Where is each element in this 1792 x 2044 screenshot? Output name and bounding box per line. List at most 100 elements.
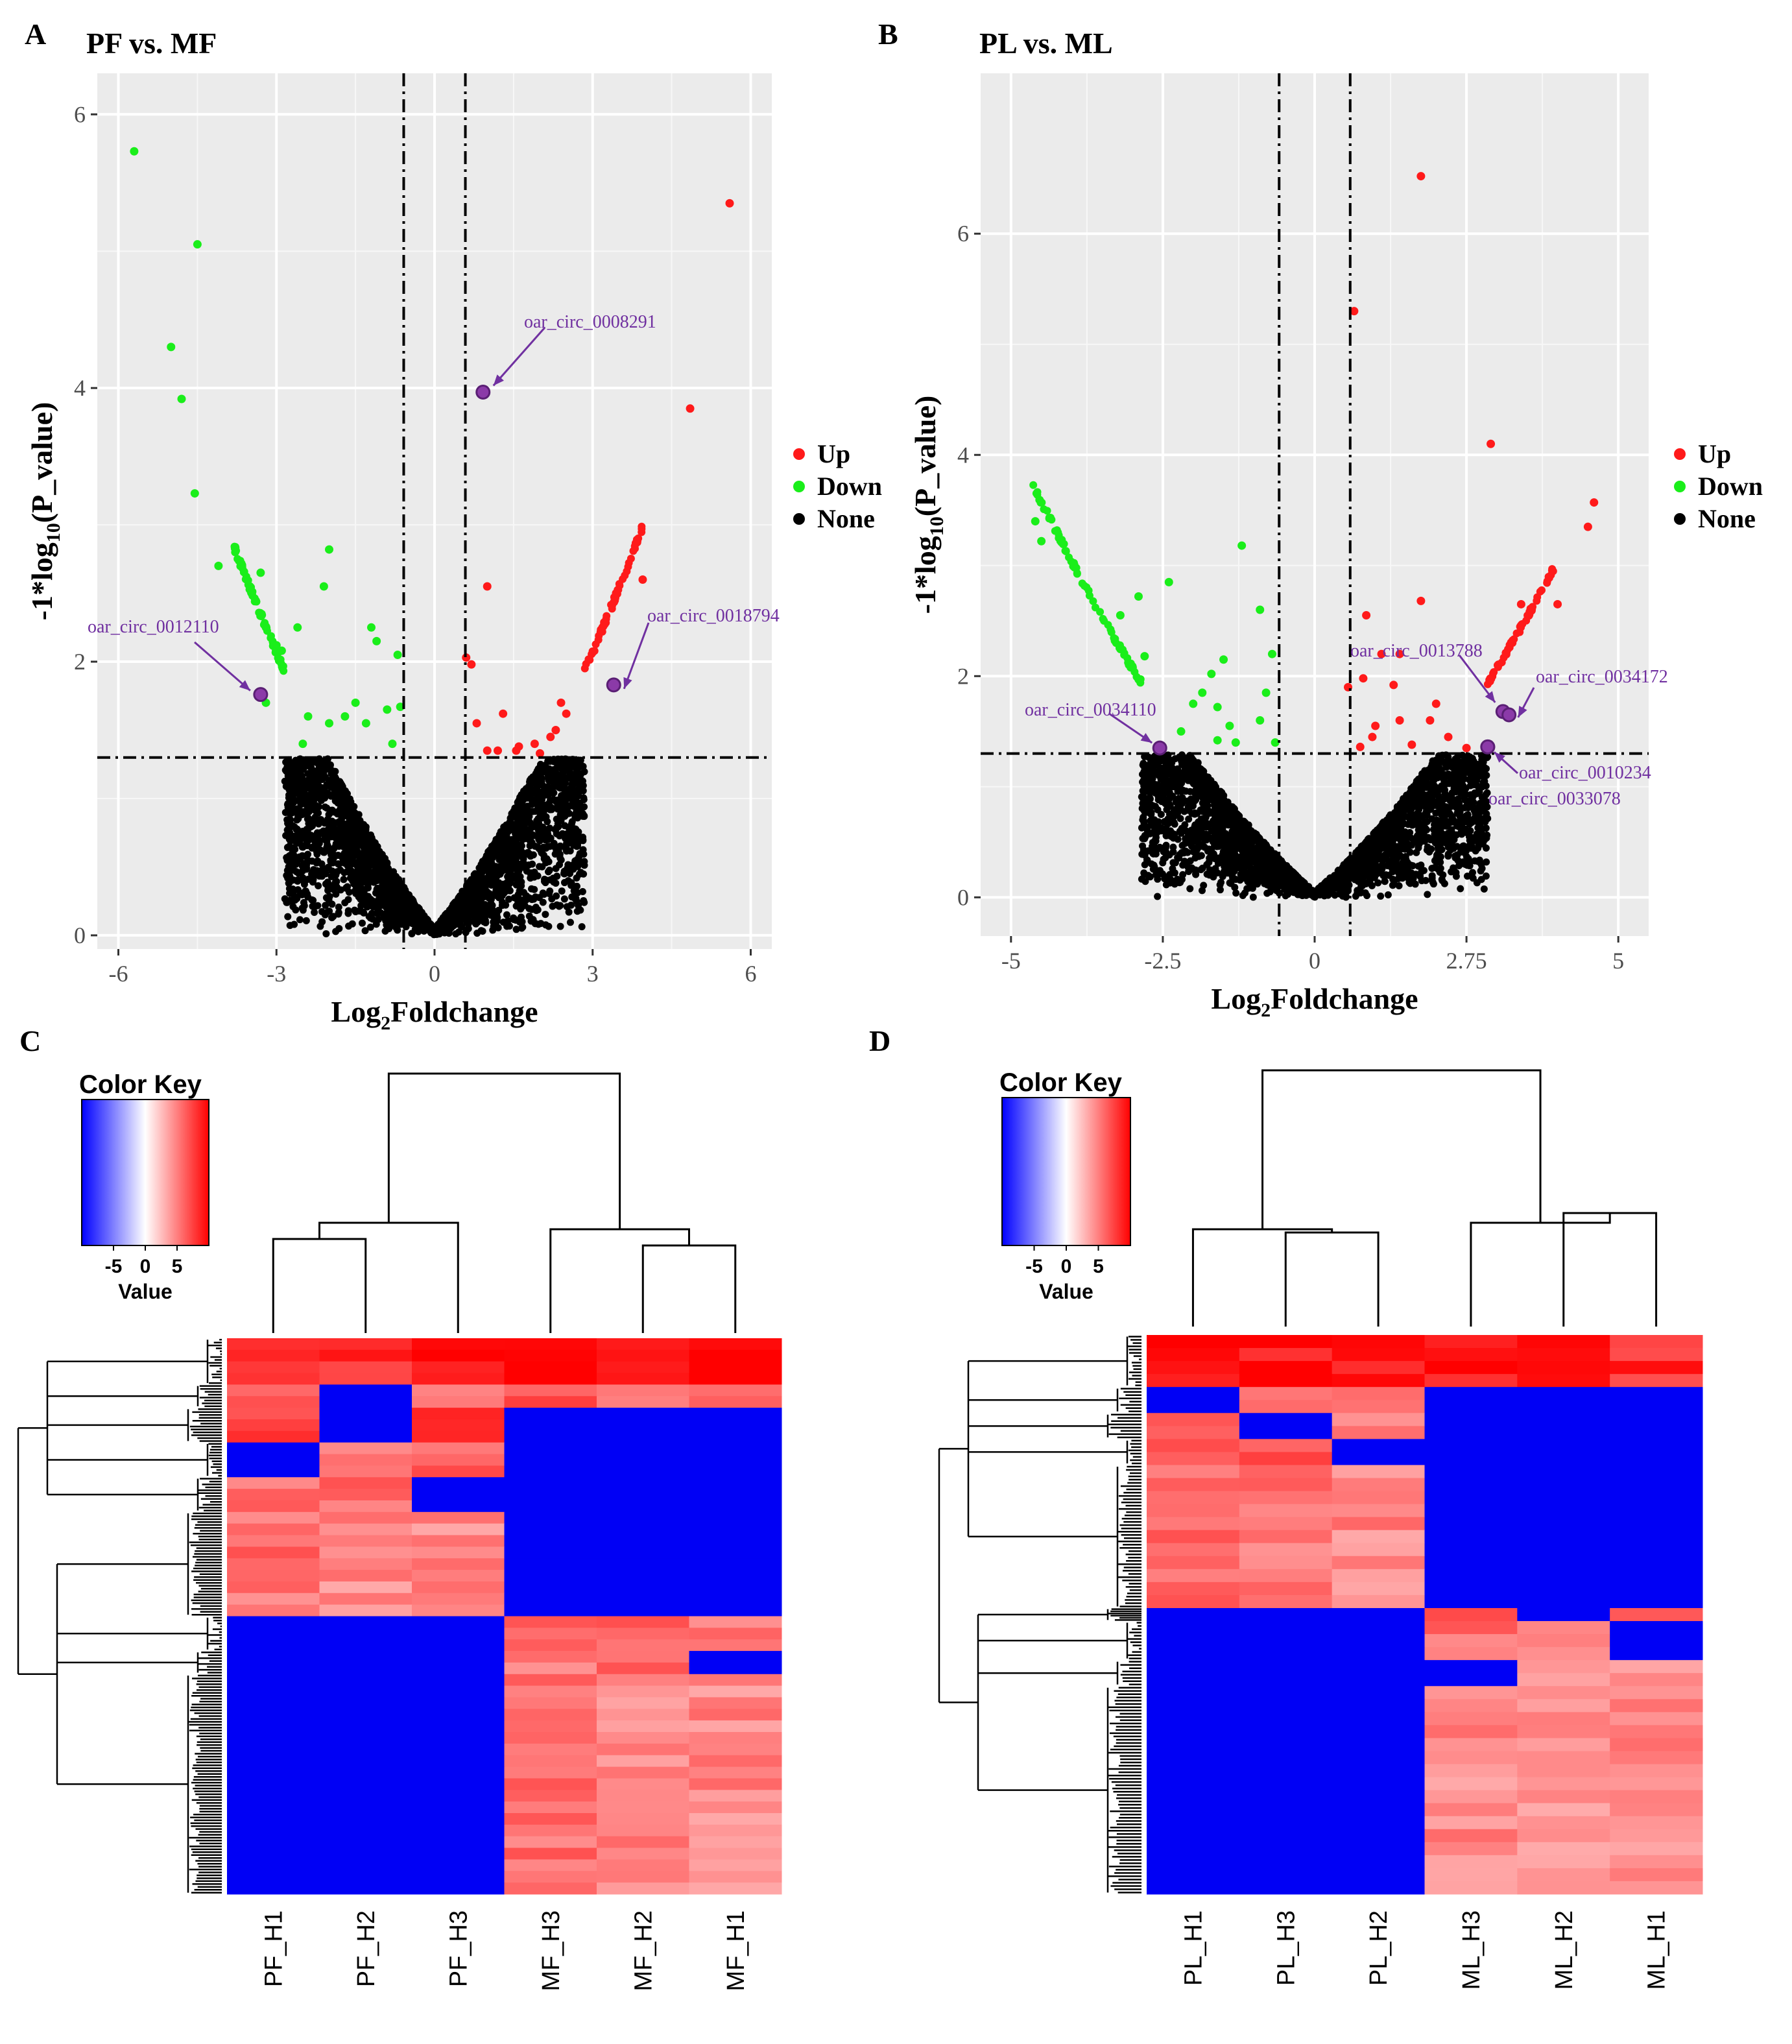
up-point bbox=[580, 664, 589, 673]
none-point bbox=[300, 878, 307, 885]
x-axis-title-tail: Foldchange bbox=[390, 995, 538, 1028]
none-point bbox=[550, 758, 558, 765]
none-point bbox=[409, 903, 416, 911]
none-point bbox=[340, 850, 348, 858]
none-point bbox=[335, 909, 342, 917]
plot-title: PF vs. MF bbox=[86, 27, 217, 60]
none-point bbox=[350, 808, 357, 815]
none-point bbox=[487, 865, 495, 873]
up-point bbox=[467, 660, 476, 669]
none-point bbox=[362, 896, 370, 904]
none-point bbox=[527, 837, 534, 845]
down-point bbox=[214, 561, 223, 570]
none-point bbox=[328, 872, 335, 880]
none-point bbox=[529, 795, 537, 803]
highlight-point bbox=[606, 677, 621, 693]
none-point bbox=[553, 798, 561, 806]
none-point bbox=[512, 830, 520, 838]
none-point bbox=[492, 892, 500, 900]
up-point bbox=[595, 632, 603, 640]
none-point bbox=[513, 876, 521, 884]
none-point bbox=[540, 791, 548, 799]
none-point bbox=[492, 886, 500, 894]
none-point bbox=[1374, 879, 1382, 887]
none-point bbox=[424, 922, 431, 930]
none-point bbox=[486, 875, 494, 883]
none-point bbox=[503, 911, 510, 919]
none-point bbox=[329, 769, 337, 777]
none-point bbox=[1402, 856, 1410, 864]
none-point bbox=[1455, 861, 1463, 869]
none-point bbox=[580, 796, 588, 804]
up-point bbox=[590, 647, 599, 655]
none-point bbox=[285, 885, 293, 893]
none-point bbox=[528, 777, 536, 785]
none-point bbox=[1424, 891, 1431, 898]
none-point bbox=[527, 871, 535, 878]
none-point bbox=[357, 869, 365, 876]
none-point bbox=[1453, 851, 1461, 859]
none-point bbox=[1201, 797, 1209, 805]
none-point bbox=[300, 902, 308, 909]
none-point bbox=[321, 911, 329, 919]
none-point bbox=[502, 852, 510, 860]
none-point bbox=[1139, 835, 1147, 843]
down-point bbox=[388, 739, 397, 749]
none-point bbox=[296, 828, 304, 836]
none-point bbox=[314, 790, 322, 798]
up-point bbox=[483, 746, 492, 755]
none-point bbox=[1405, 875, 1413, 883]
none-point bbox=[479, 927, 486, 935]
none-point bbox=[492, 878, 500, 886]
none-point bbox=[533, 767, 541, 775]
none-point bbox=[579, 835, 587, 843]
none-point bbox=[1140, 760, 1147, 767]
none-point bbox=[309, 896, 317, 904]
up-point bbox=[638, 575, 647, 584]
none-point bbox=[345, 922, 353, 930]
none-point bbox=[286, 874, 294, 882]
none-point bbox=[558, 887, 566, 895]
panel-letter-A: A bbox=[25, 18, 46, 51]
y-tick-label: 0 bbox=[74, 922, 86, 948]
none-point bbox=[552, 865, 560, 872]
none-point bbox=[306, 776, 314, 784]
none-point bbox=[337, 866, 344, 874]
none-point bbox=[574, 765, 582, 773]
none-point bbox=[283, 898, 291, 906]
none-point bbox=[294, 836, 302, 844]
none-point bbox=[539, 898, 547, 906]
none-point bbox=[351, 906, 359, 914]
none-point bbox=[538, 863, 546, 871]
none-point bbox=[562, 792, 570, 800]
none-point bbox=[569, 865, 577, 873]
legend-label: None bbox=[817, 504, 875, 533]
none-point bbox=[346, 843, 354, 851]
down-point bbox=[244, 576, 252, 584]
down-point bbox=[231, 548, 239, 557]
none-point bbox=[477, 900, 484, 908]
none-point bbox=[341, 899, 349, 907]
none-point bbox=[537, 845, 545, 853]
none-point bbox=[493, 915, 501, 922]
none-point bbox=[548, 895, 556, 903]
y-tick-label: 6 bbox=[74, 101, 86, 127]
none-point bbox=[525, 912, 533, 920]
none-point bbox=[396, 884, 403, 891]
none-point bbox=[281, 808, 289, 816]
up-point bbox=[499, 709, 508, 718]
down-point bbox=[325, 719, 333, 728]
none-point bbox=[353, 880, 361, 887]
legend-label: Up bbox=[817, 439, 850, 468]
none-point bbox=[536, 828, 544, 836]
x-tick-label: -6 bbox=[109, 961, 128, 987]
none-point bbox=[327, 856, 335, 864]
none-point bbox=[575, 852, 583, 860]
none-point bbox=[374, 849, 381, 857]
up-point bbox=[615, 580, 623, 588]
none-point bbox=[379, 859, 387, 867]
none-point bbox=[326, 823, 334, 831]
none-point bbox=[315, 837, 323, 845]
none-point bbox=[350, 853, 357, 861]
none-point bbox=[451, 905, 459, 913]
